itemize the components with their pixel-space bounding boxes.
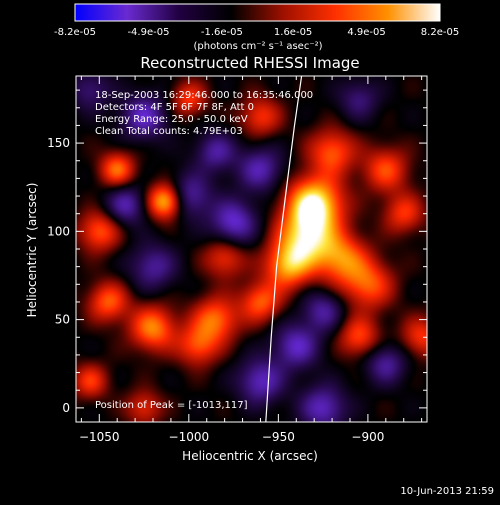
x-tick-label: −1000 — [169, 430, 210, 444]
solar-limb-curve — [265, 75, 303, 423]
y-tick-label: 0 — [62, 401, 70, 415]
colorbar-tick-label: -8.2e-05 — [54, 27, 96, 38]
colorbar-tick-label: -4.9e-05 — [127, 27, 169, 38]
colorbar-tick-label: -1.6e-05 — [201, 27, 243, 38]
observation-annotations: 18-Sep-2003 16:29:46.000 to 16:35:46.000… — [95, 90, 313, 137]
peak-position-label: Position of Peak = [-1013,117] — [95, 400, 248, 411]
annotation-line: Clean Total counts: 4.79E+03 — [95, 126, 243, 137]
colorbar-tick-label: 8.2e-05 — [421, 27, 459, 38]
x-tick-label: −900 — [351, 430, 384, 444]
colorbar-tick-label: 4.9e-05 — [347, 27, 385, 38]
footer-timestamp: 10-Jun-2013 21:59 — [400, 486, 494, 497]
x-axis-label: Heliocentric X (arcsec) — [182, 449, 318, 463]
y-axis-label: Heliocentric Y (arcsec) — [25, 183, 39, 318]
y-tick-label: 50 — [55, 313, 70, 327]
y-tick-label: 100 — [47, 224, 70, 238]
x-tick-label: −1050 — [79, 430, 120, 444]
x-tick-label: −950 — [262, 430, 295, 444]
colorbar-unit-label: (photons cm⁻² s⁻¹ asec⁻²) — [193, 41, 322, 52]
colorbar-tick-label: 1.6e-05 — [274, 27, 312, 38]
annotation-line: Energy Range: 25.0 - 50.0 keV — [95, 114, 248, 125]
annotation-line: Detectors: 4F 5F 6F 7F 8F, Att 0 — [95, 102, 254, 113]
x-axis-ticks: −1050 −1000 −950 −900 — [79, 76, 423, 444]
colorbar-ticks: -8.2e-05 -4.9e-05 -1.6e-05 1.6e-05 4.9e-05 8.… — [54, 27, 459, 38]
y-axis-ticks: 0 50 100 150 — [47, 89, 427, 415]
chart-title: Reconstructed RHESSI Image — [140, 54, 359, 72]
heatmap-image — [76, 76, 427, 422]
y-tick-label: 150 — [47, 136, 70, 150]
annotation-line: 18-Sep-2003 16:29:46.000 to 16:35:46.000 — [95, 90, 313, 101]
colorbar — [74, 3, 441, 22]
